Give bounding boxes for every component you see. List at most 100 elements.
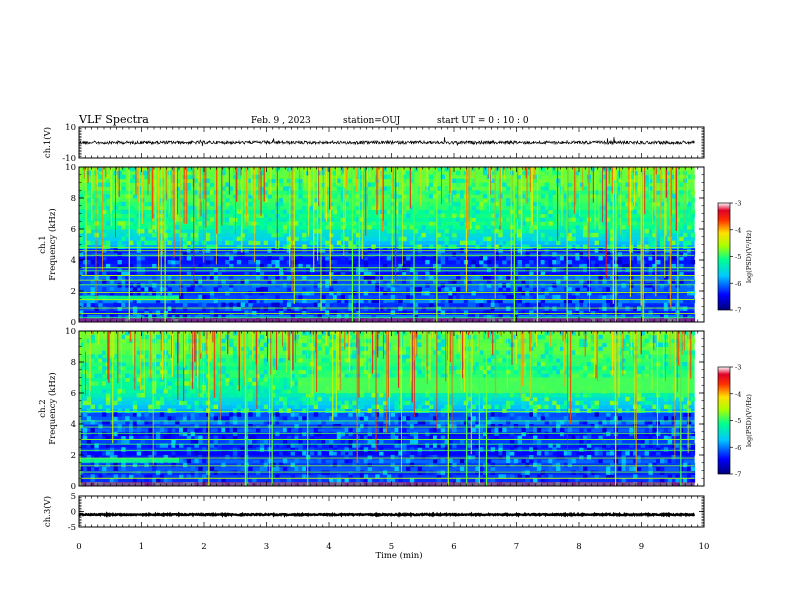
ch1-spectrogram-cell [302,198,306,202]
ch1-spectrogram-cell [110,291,114,295]
ch2-spectrogram-cell [137,447,141,451]
ch1-spectrogram-cell [279,229,283,233]
ch1-spectrogram-cell [552,171,556,175]
ch1-spectrogram-cell [637,307,641,311]
ch1-spectrogram-cell [483,310,487,314]
ch1-spectrogram-cell [548,175,552,179]
ch2-spectrogram-cell [360,405,364,409]
ch1-spectrogram-cell [456,276,460,280]
ch1-spectrogram-cell [548,202,552,206]
ch1-spectrogram-cell [533,217,537,221]
ch1-spectrogram-cell [487,241,491,245]
ch1-spectrogram-cell [264,214,268,218]
ch1-spectrogram-cell [468,303,472,307]
ch1-spectrogram-cell [287,276,291,280]
ch2-spectrogram-cell [395,401,399,405]
ch2-spectrogram-cell [156,370,160,374]
ch1-spectrogram-cell [375,283,379,287]
ch1-spectrogram-cell [471,241,475,245]
ch1-spectrogram-cell [368,217,372,221]
ch1-spectrogram-cell [568,245,572,249]
ch1-spectrogram-cell [475,210,479,214]
ch1-spectrogram-cell [429,221,433,225]
ch1-spectrogram-cell [452,237,456,241]
ch1-spectrogram-cell [210,310,214,314]
ch1-spectrogram-cell [452,183,456,187]
ch1-spectrogram-cell [510,241,514,245]
ch2-spectrogram-cell [437,428,441,432]
ch2-spectrogram-cell [183,401,187,405]
ch2-spectrogram-cell [379,405,383,409]
ch1-spectrogram-cell [483,256,487,260]
ch1-spectrogram-cell [556,167,560,171]
ch2-spectrogram-cell [175,424,179,428]
ch1-spectrogram-cell [221,268,225,272]
ch1-spectrogram-cell [341,295,345,299]
ch1-spectrogram-cell [302,175,306,179]
ch1-spectrogram-cell [164,314,168,318]
ch1-spectrogram-cell [672,241,676,245]
ch1-spectrogram-cell [364,260,368,264]
ch2-spectrogram-cell [298,428,302,432]
ch1-spectrogram-cell [471,229,475,233]
ch1-spectrogram-cell [648,175,652,179]
ch2-spectrogram-cell [187,381,191,385]
ch2-spectrogram-cell [202,374,206,378]
ch1-spectrogram-cell [302,314,306,318]
ch2-spectrogram-cell [102,381,106,385]
ch1-spectrogram-cell [364,310,368,314]
ch2-spectrogram-cell [379,428,383,432]
ch1-spectrogram-cell [656,179,660,183]
ch1-spectrogram-cell [341,217,345,221]
ch1-spectrogram-cell [333,206,337,210]
ch2-spectrogram-cell [106,409,110,413]
ch2-spectrogram-cell [525,463,529,467]
ch2-spectrogram-cell [102,412,106,416]
ch1-spectrogram-cell [221,314,225,318]
ch1-spectrogram-cell [498,283,502,287]
ch2-spectrogram-cell [537,405,541,409]
ch1-spectrogram-cell [445,237,449,241]
ch1-spectrogram-cell [87,186,91,190]
ch1-spectrogram-cell [321,241,325,245]
ch2-spectrogram-cell [529,447,533,451]
ch1-spectrogram-cell [541,283,545,287]
ch2-spectrogram-cell [248,389,252,393]
ch2-spectrogram-cell [506,463,510,467]
ch2-spectrogram-cell [379,412,383,416]
ch1-spectrogram-cell [552,237,556,241]
ch2-spectrogram-cell [521,397,525,401]
ch1-spectrogram-cell [606,295,610,299]
ch2-spectrogram-cell [248,440,252,444]
ch1-spectrogram-cell [533,287,537,291]
ch1-spectrogram-cell [679,237,683,241]
ch2-spectrogram-cell [287,401,291,405]
ch2-spectrogram-cell [110,378,114,382]
ch1-spectrogram-cell [287,283,291,287]
ch1-spectrogram-cell [545,241,549,245]
ch1-spectrogram-cell [198,295,202,299]
ch2-spectrogram-cell [83,385,87,389]
ch1-spectrogram-cell [606,287,610,291]
ch2-spectrogram-cell [283,440,287,444]
ch1-spectrogram-cell [618,260,622,264]
ch1-spectrogram-cell [198,194,202,198]
ch1-spectrogram-cell [337,241,341,245]
ch2-spectrogram-cell [406,393,410,397]
ch1-spectrogram-cell [541,233,545,237]
ch1-spectrogram-cell [541,210,545,214]
ch2-spectrogram-cell [364,339,368,343]
ch1-spectrogram-cell [498,241,502,245]
ch1-spectrogram-cell [133,307,137,311]
ch1-spectrogram-cell [460,221,464,225]
ch2-spectrogram-cell [545,350,549,354]
ch2-spectrogram-cell [402,451,406,455]
ch1-spectrogram-cell [141,268,145,272]
ch2-spectrogram-cell [198,409,202,413]
ch2-spectrogram-cell [264,440,268,444]
ch1-spectrogram-cell [383,221,387,225]
ch1-spectrogram-cell [221,225,225,229]
ch2-spectrogram-cell [510,455,514,459]
ch1-spectrogram-cell [283,210,287,214]
ch1-spectrogram-cell [91,225,95,229]
